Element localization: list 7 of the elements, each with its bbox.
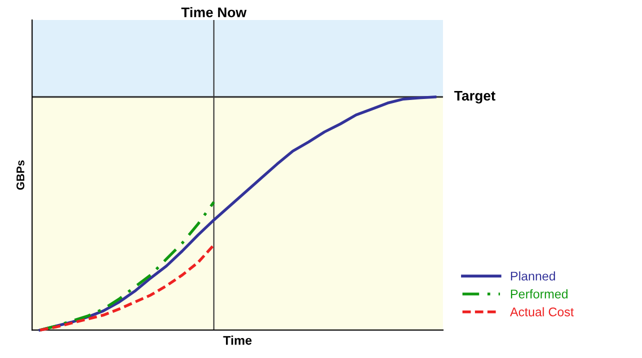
legend-label: Performed: [510, 289, 568, 298]
legend-label: Planned: [510, 271, 556, 281]
x-axis-title: Time: [223, 336, 252, 345]
y-axis-title: GBPs: [16, 160, 24, 190]
legend-label: Actual Cost: [510, 307, 574, 316]
text: Time Now: [181, 7, 247, 18]
ref-line-label: Target: [454, 90, 496, 104]
